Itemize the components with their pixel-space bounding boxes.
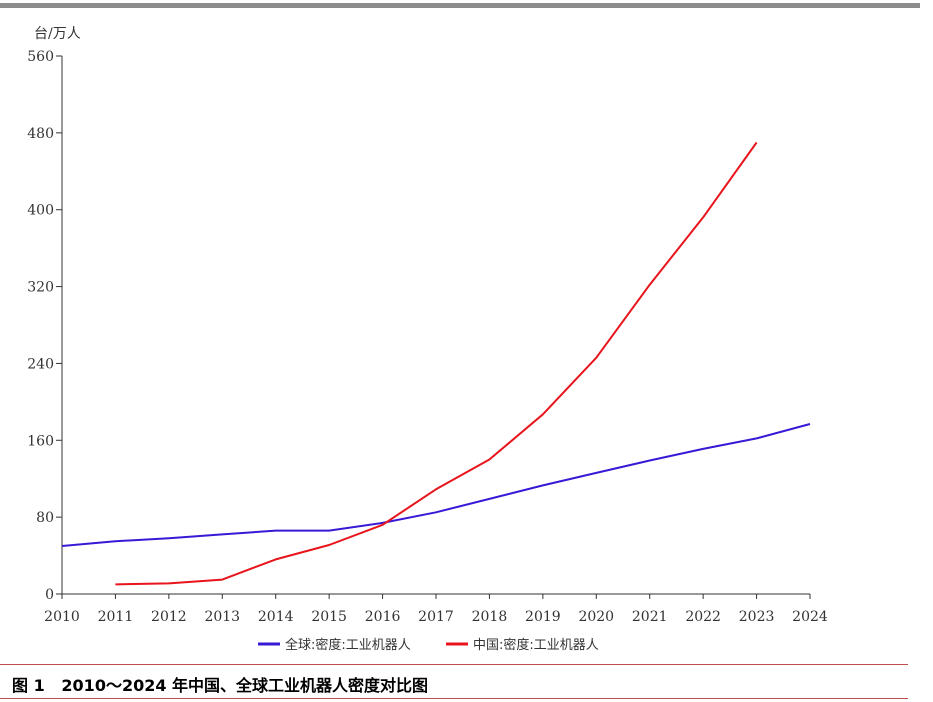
series-line-2 [115, 141, 758, 586]
x-tick-label: 2015 [311, 609, 347, 625]
x-tick-label: 2022 [685, 609, 721, 625]
y-axis-label: 台/万人 [34, 26, 81, 42]
x-tick-label: 2010 [44, 609, 80, 625]
x-tick-label: 2011 [98, 609, 134, 625]
legend-label: 中国:密度:工业机器人 [473, 637, 599, 653]
chart-axes: 0 80 160 240 320 400 480 560 2010 2011 2012 2013 201… [27, 49, 828, 625]
caption-rule-top [0, 664, 908, 665]
chart-lines [61, 141, 811, 586]
y-tick-label: 560 [27, 49, 54, 65]
x-tick-label: 2023 [739, 609, 775, 625]
x-tick-label: 2024 [792, 609, 828, 625]
x-tick-label: 2012 [151, 609, 187, 625]
x-tick-label: 2016 [365, 609, 401, 625]
legend-label: 全球:密度:工业机器人 [285, 637, 411, 653]
x-tick-label: 2017 [418, 609, 454, 625]
y-tick-label: 80 [36, 510, 54, 526]
line-chart: 0 80 160 240 320 400 480 560 2010 2011 2012 2013 201… [27, 26, 828, 653]
x-tick-label: 2020 [578, 609, 614, 625]
x-tick-label: 2014 [258, 609, 294, 625]
y-tick-label: 480 [27, 126, 54, 142]
series-line-1 [61, 423, 811, 547]
y-tick-label: 320 [27, 280, 54, 296]
x-tick-label: 2019 [525, 609, 561, 625]
y-tick-label: 240 [27, 356, 54, 372]
figure-caption: 图 1 2010～2024 年中国、全球工业机器人密度对比图 [12, 676, 429, 695]
top-rule [0, 3, 920, 8]
chart-legend: 全球:密度:工业机器人 中国:密度:工业机器人 [258, 637, 599, 653]
x-tick-label: 2018 [472, 609, 508, 625]
x-tick-label: 2021 [632, 609, 668, 625]
y-tick-label: 400 [27, 203, 54, 219]
y-tick-label: 0 [45, 587, 54, 603]
y-tick-label: 160 [27, 433, 54, 449]
caption-rule-bottom [0, 698, 908, 699]
x-tick-label: 2013 [204, 609, 240, 625]
